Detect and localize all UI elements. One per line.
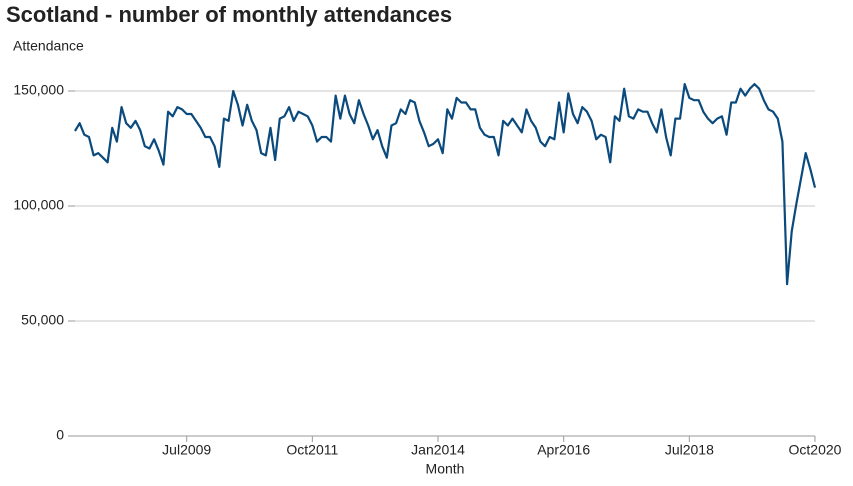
x-tick-label: Jul2018 (665, 442, 714, 458)
x-tick-label: Oct2020 (789, 442, 842, 458)
y-axis-label: Attendance (13, 38, 84, 54)
y-tick-label: 50,000 (21, 312, 64, 328)
y-tick-label: 0 (56, 427, 64, 443)
x-tick-label: Jul2009 (162, 442, 211, 458)
x-axis-label: Month (426, 461, 465, 477)
y-tick-label: 150,000 (13, 82, 64, 98)
x-tick-label: Jan2014 (411, 442, 465, 458)
x-tick-label: Oct2011 (286, 442, 338, 458)
chart-title: Scotland - number of monthly attendances (6, 2, 452, 27)
y-tick-label: 100,000 (13, 197, 64, 213)
line (74, 83, 817, 286)
x-tick-label: Apr2016 (537, 442, 590, 458)
